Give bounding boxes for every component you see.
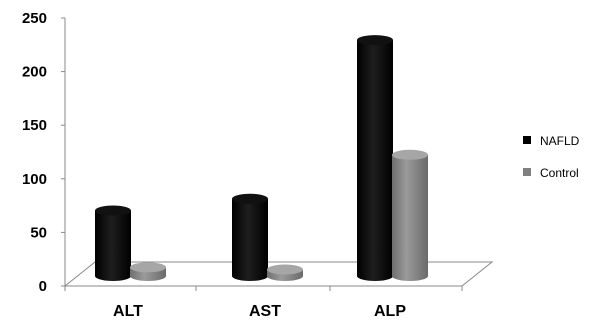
x-category-label: ALP: [374, 303, 406, 320]
bar-top: [267, 264, 303, 275]
y-tick-label: 100: [22, 171, 47, 188]
bar-body: [95, 210, 131, 281]
bar-top: [392, 149, 428, 160]
legend-swatch-nafld: [523, 136, 531, 144]
y-tick-label: 50: [30, 224, 47, 241]
y-tick-label: 200: [22, 64, 47, 81]
y-tick-label: 150: [22, 117, 47, 134]
x-category-label: AST: [249, 303, 281, 320]
bar-top: [357, 35, 393, 46]
bar-control-alp[interactable]: [392, 149, 428, 281]
bar-control-alt[interactable]: [130, 262, 166, 281]
bar-body: [232, 198, 268, 281]
bar-nafld-alp[interactable]: [357, 35, 393, 281]
y-tick-label: 250: [22, 10, 47, 27]
bar-control-ast[interactable]: [267, 264, 303, 281]
legend-item-control[interactable]: Control: [523, 166, 579, 180]
legend-swatch-control: [523, 168, 531, 176]
bar-top: [130, 262, 166, 273]
bar-top: [95, 205, 131, 216]
y-tick-label: 0: [39, 278, 47, 295]
x-axis-ticks: ALT AST ALP: [64, 286, 463, 320]
bar-nafld-ast[interactable]: [232, 193, 268, 281]
bar-body: [357, 40, 393, 281]
bar-top: [232, 193, 268, 204]
legend-label-nafld: NAFLD: [540, 134, 580, 148]
x-category-label: ALT: [113, 303, 143, 320]
bars: [95, 35, 428, 281]
legend-item-nafld[interactable]: NAFLD: [523, 134, 580, 148]
bar-nafld-alt[interactable]: [95, 205, 131, 281]
y-axis-ticks: 0 50 100 150 200 250: [22, 10, 65, 295]
bar-body: [392, 154, 428, 281]
legend: NAFLD Control: [523, 134, 580, 180]
legend-label-control: Control: [540, 166, 579, 180]
